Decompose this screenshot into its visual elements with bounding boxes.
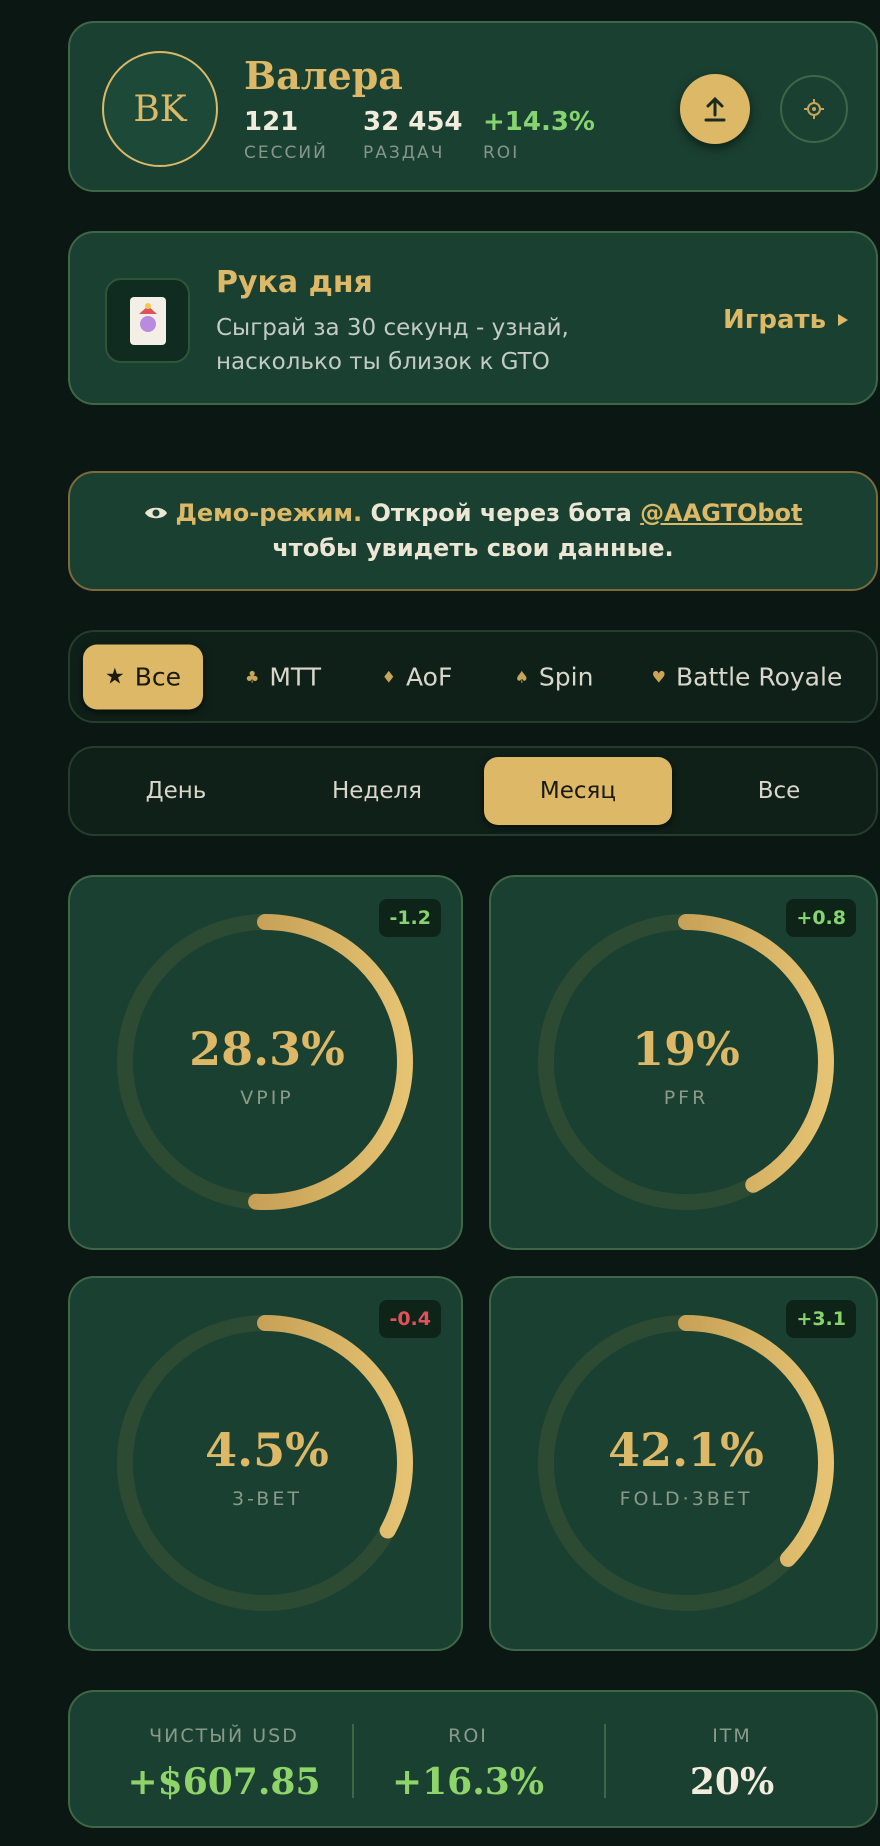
tab-label[interactable]: MTT [269, 662, 322, 692]
divider [352, 1724, 354, 1798]
period-tab[interactable]: Неделя [331, 778, 423, 804]
stat-label: СЕССИЙ [244, 143, 328, 163]
game-tab[interactable]: ★ Все [82, 644, 204, 710]
play-arrow [838, 314, 849, 326]
eye-icon [144, 507, 167, 519]
stat-value: 19% [632, 1022, 740, 1076]
delta-badge: -1.2 [379, 899, 441, 937]
game-filter: ★ Все ♣ MTT ♦ AoF ♠ Spin ♥ Battle Royale [68, 630, 878, 723]
hand-of-day-card[interactable]: Рука дня Сыграй за 30 секунд - узнай, нас… [68, 231, 878, 405]
card-icon [105, 278, 190, 363]
stat-value: 32 454 [363, 107, 463, 137]
summary-label: ITM [712, 1725, 752, 1747]
summary-label: ROI [448, 1725, 488, 1747]
profile-card: BK Валера 121 СЕССИЙ 32 454 РАЗДАЧ +14.3% ROI [68, 21, 878, 192]
tab-icon: ♦ [381, 667, 396, 687]
game-tab[interactable]: ♠ Spin [515, 663, 594, 692]
upload-button[interactable] [680, 74, 750, 144]
game-tab[interactable]: ♦ AoF [382, 663, 453, 692]
stat-label: РАЗДАЧ [363, 143, 445, 163]
ring-arc [117, 914, 413, 1210]
summary-value: 20% [689, 1761, 775, 1803]
tab-icon: ★ [104, 664, 125, 690]
settings-icon [804, 99, 824, 119]
bot-link[interactable]: @AAGTObot [640, 499, 803, 527]
ring-gauge [117, 1315, 413, 1611]
divider [604, 1724, 606, 1798]
delta-badge: -0.4 [379, 1300, 441, 1338]
stat-value: 4.5% [205, 1423, 329, 1477]
tab-label[interactable]: Все [134, 662, 182, 692]
stat-label: FOLD·3BET [619, 1488, 753, 1510]
tab-label[interactable]: AoF [406, 662, 453, 692]
demo-text-part: чтобы увидеть свои данные. [272, 534, 674, 562]
hand-text: Сыграй за 30 секунд - узнай, насколько т… [216, 315, 569, 375]
stat-value: 121 [244, 107, 299, 137]
ring-gauge [538, 914, 834, 1210]
period-tab[interactable]: День [145, 778, 207, 804]
joker-card-icon [130, 297, 166, 345]
period-filter: День Неделя Месяц Все [68, 746, 878, 836]
avatar: BK [102, 51, 218, 167]
stat-value: +14.3% [483, 107, 595, 137]
stat-card: 4.5% 3-BET -0.4 [68, 1276, 463, 1651]
stat-card: 28.3% VPIP -1.2 [68, 875, 463, 1250]
tab-icon: ♥ [651, 667, 666, 687]
summary-label: ЧИСТЫЙ USD [149, 1725, 299, 1747]
stat-label: PFR [663, 1087, 709, 1109]
demo-text: Демо-режим. Открой через бота @AAGTObot … [113, 496, 833, 566]
stat-card: 42.1% FOLD·3BET +3.1 [489, 1276, 878, 1651]
stat-label: ROI [483, 143, 520, 163]
summary-value: +16.3% [391, 1761, 545, 1803]
ring-arc [538, 914, 834, 1210]
period-tab[interactable]: Все [757, 778, 801, 804]
ring-arc [538, 1315, 834, 1611]
stat-label: VPIP [240, 1087, 294, 1109]
tab-label[interactable]: Battle Royale [676, 662, 843, 692]
summary-card: ЧИСТЫЙ USD +$607.85 ROI +16.3% ITM 20% [68, 1690, 878, 1828]
settings-button[interactable] [780, 75, 848, 143]
stat-label: 3-BET [232, 1488, 302, 1510]
ring-gauge [538, 1315, 834, 1611]
delta-badge: +3.1 [786, 1300, 856, 1338]
ring-gauge [117, 914, 413, 1210]
demo-label: Демо-режим. [175, 499, 363, 527]
hand-title: Рука дня [216, 265, 373, 300]
period-tab[interactable]: Месяц [484, 757, 672, 825]
game-tab[interactable]: ♣ MTT [245, 663, 321, 692]
summary-value: +$607.85 [127, 1761, 321, 1803]
demo-text-part: Открой через бота [370, 499, 632, 527]
delta-badge: +0.8 [786, 899, 856, 937]
tab-icon: ♣ [244, 667, 260, 687]
ring-arc [117, 1315, 413, 1611]
stat-card: 19% PFR +0.8 [489, 875, 878, 1250]
user-name: Валера [244, 53, 403, 98]
tab-label[interactable]: Spin [538, 662, 594, 692]
demo-banner: Демо-режим. Открой через бота @AAGTObot … [68, 471, 878, 591]
stat-value: 42.1% [608, 1423, 764, 1477]
upload-icon [704, 96, 726, 122]
play-button[interactable]: Играть [723, 305, 849, 335]
stat-value: 28.3% [189, 1022, 345, 1076]
play-label[interactable]: Играть [723, 305, 827, 335]
game-tab[interactable]: ♥ Battle Royale [652, 663, 843, 692]
tab-icon: ♠ [514, 667, 529, 687]
